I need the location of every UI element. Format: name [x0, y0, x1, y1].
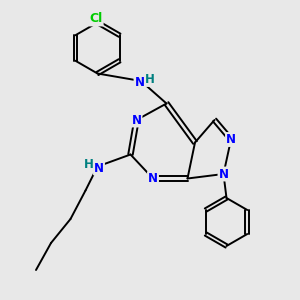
Text: N: N [131, 113, 142, 127]
Text: Cl: Cl [89, 12, 103, 26]
Text: N: N [134, 76, 145, 89]
Text: N: N [94, 161, 104, 175]
Text: N: N [226, 133, 236, 146]
Text: H: H [84, 158, 93, 172]
Text: N: N [148, 172, 158, 185]
Text: N: N [218, 167, 229, 181]
Text: H: H [145, 73, 155, 86]
